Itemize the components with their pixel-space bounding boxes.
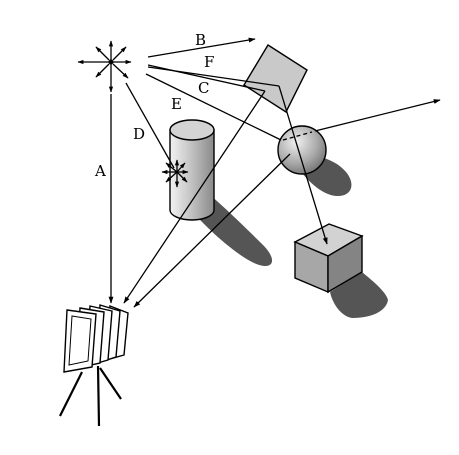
ray-e-to-camera bbox=[133, 153, 291, 308]
ray-c-reflected bbox=[123, 90, 266, 304]
label-f: F bbox=[204, 53, 214, 71]
scatter-spoke bbox=[176, 171, 188, 183]
cube-shadow bbox=[330, 272, 388, 318]
scatter-burst bbox=[161, 159, 189, 188]
sphere bbox=[277, 125, 327, 175]
cylinder-top bbox=[169, 119, 215, 141]
cube bbox=[293, 223, 364, 294]
tripod-leg-left bbox=[59, 371, 83, 417]
camera-screen bbox=[68, 315, 92, 366]
ray-d bbox=[125, 82, 175, 169]
scatter-spoke bbox=[165, 171, 178, 183]
scatter-spoke bbox=[176, 162, 186, 173]
ray-b bbox=[147, 37, 256, 58]
tripod-leg-right bbox=[99, 367, 122, 400]
rays bbox=[108, 37, 441, 308]
scatter-spoke bbox=[165, 162, 178, 173]
label-d: D bbox=[133, 125, 145, 143]
label-e: E bbox=[171, 95, 182, 113]
ray-f-incoming bbox=[147, 66, 280, 87]
cylinder bbox=[169, 119, 215, 221]
ray-f-reflected bbox=[278, 85, 328, 245]
label-c: C bbox=[198, 79, 209, 97]
ray-labels: B F C E D A bbox=[94, 31, 214, 180]
ray-e-incoming bbox=[145, 73, 282, 141]
tripod-leg-center bbox=[96, 365, 101, 427]
light-source bbox=[77, 40, 132, 93]
cylinder-body bbox=[169, 129, 215, 221]
ray-e-refracted bbox=[282, 131, 313, 141]
camera bbox=[59, 304, 129, 427]
ray-e-outgoing bbox=[314, 99, 441, 132]
cube-right-face bbox=[327, 234, 363, 294]
label-b: B bbox=[195, 31, 206, 49]
light-spoke bbox=[95, 63, 110, 78]
square-panel bbox=[243, 44, 308, 114]
light-spoke bbox=[95, 46, 110, 61]
label-a: A bbox=[94, 162, 106, 180]
light-spoke bbox=[112, 63, 129, 79]
light-spoke bbox=[112, 46, 127, 61]
light-source-point bbox=[108, 59, 114, 65]
